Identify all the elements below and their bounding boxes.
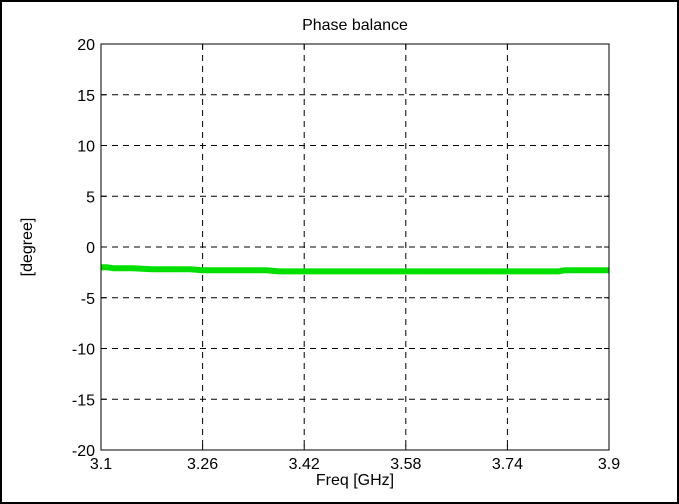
- y-tick-label: -20: [72, 443, 95, 460]
- y-tick-label: -15: [72, 392, 95, 409]
- data-layer: [101, 264, 609, 275]
- y-tick-label: -10: [72, 342, 95, 359]
- chart-title: Phase balance: [302, 17, 408, 34]
- x-tick-label: 3.58: [390, 456, 421, 473]
- y-tick-label: 15: [77, 88, 95, 105]
- x-tick-label: 3.74: [492, 456, 523, 473]
- y-axis-label: [degree]: [19, 218, 36, 277]
- y-tick-label: 5: [86, 189, 95, 206]
- tick-marks: [100, 43, 610, 451]
- y-tick-label: 0: [86, 240, 95, 257]
- y-tick-label: -5: [81, 291, 95, 308]
- x-tick-label: 3.9: [598, 456, 620, 473]
- y-tick-label: 20: [77, 37, 95, 54]
- tick-labels: 3.1 3.26 3.42 3.58 3.74 3.9 20 15 10 5 0 -5 -10 -15 -2…: [72, 37, 620, 473]
- y-tick-label: 10: [77, 139, 95, 156]
- x-tick-label: 3.1: [90, 456, 112, 473]
- phase-balance-line: [101, 264, 609, 275]
- x-tick-label: 3.42: [289, 456, 320, 473]
- x-tick-label: 3.26: [187, 456, 218, 473]
- grid: [101, 44, 609, 450]
- x-axis-label: Freq [GHz]: [316, 472, 394, 489]
